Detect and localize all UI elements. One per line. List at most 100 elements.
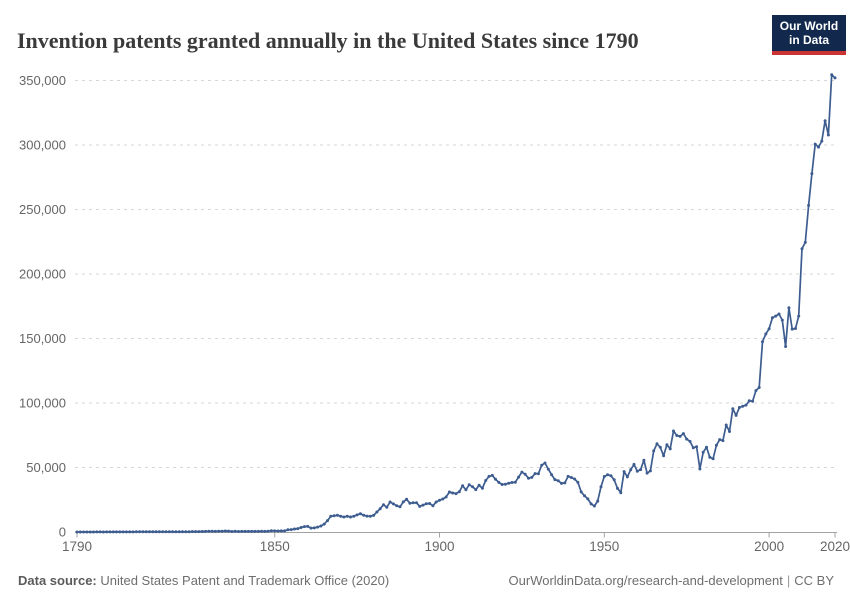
data-point xyxy=(391,502,395,506)
data-point xyxy=(296,527,300,531)
data-point xyxy=(190,530,194,534)
data-point xyxy=(415,501,418,505)
data-point xyxy=(573,477,577,481)
data-point xyxy=(645,471,649,475)
data-point xyxy=(652,449,656,453)
data-point xyxy=(306,524,310,528)
data-point xyxy=(457,490,461,494)
data-point xyxy=(800,247,804,251)
data-point xyxy=(194,530,198,534)
data-point xyxy=(698,467,702,471)
data-point xyxy=(438,498,441,502)
data-point xyxy=(648,469,652,473)
data-point xyxy=(434,500,438,504)
data-point xyxy=(101,530,105,534)
data-point xyxy=(349,515,352,519)
data-point xyxy=(503,482,507,486)
data-point xyxy=(88,530,92,534)
data-point xyxy=(728,430,731,433)
data-point xyxy=(533,472,537,476)
data-point xyxy=(817,145,820,149)
data-point xyxy=(187,530,191,534)
data-point xyxy=(322,522,326,526)
data-point xyxy=(471,485,474,489)
x-axis-label: 1950 xyxy=(589,539,619,554)
data-point xyxy=(273,529,277,533)
data-point xyxy=(237,530,240,533)
data-point xyxy=(289,528,293,532)
data-point xyxy=(157,530,161,534)
data-point xyxy=(744,403,748,407)
line-chart: 0 50,000 100,000 150,000 200,000 250,000 300,0… xyxy=(19,73,850,554)
data-point xyxy=(566,474,570,478)
data-source-text: United States Patent and Trademark Offic… xyxy=(96,573,390,588)
data-point xyxy=(751,399,755,403)
data-point xyxy=(141,530,145,534)
data-point xyxy=(329,514,333,518)
data-point xyxy=(622,470,626,474)
data-point xyxy=(658,445,662,449)
owid-url-link[interactable]: OurWorldinData.org/research-and-developm… xyxy=(508,573,783,588)
y-axis-label: 50,000 xyxy=(26,460,66,475)
owid-logo-line1: Our World xyxy=(779,19,839,33)
data-point xyxy=(507,481,511,485)
data-point xyxy=(625,475,629,479)
footer-separator: | xyxy=(786,573,791,588)
data-point xyxy=(82,530,86,534)
data-point xyxy=(826,133,830,137)
data-point xyxy=(342,515,346,519)
data-point xyxy=(474,488,478,492)
data-point xyxy=(823,119,827,123)
data-point xyxy=(332,514,336,518)
data-point xyxy=(368,514,372,518)
data-point xyxy=(803,240,807,244)
data-point xyxy=(553,478,557,482)
chart-footer: Data source: United States Patent and Tr… xyxy=(0,570,850,588)
data-point xyxy=(339,514,343,518)
y-axis-label: 300,000 xyxy=(19,138,66,153)
owid-logo[interactable]: Our World in Data xyxy=(772,15,846,55)
data-point xyxy=(256,529,260,533)
x-axis-label: 2020 xyxy=(820,539,850,554)
data-point xyxy=(319,524,323,528)
data-point xyxy=(606,473,610,477)
data-point xyxy=(309,526,313,530)
data-point xyxy=(124,530,128,534)
cc-by-link[interactable]: CC BY xyxy=(794,573,834,588)
y-axis-label: 150,000 xyxy=(19,331,66,346)
data-point xyxy=(171,530,175,534)
data-point xyxy=(767,327,771,331)
y-axis-label: 0 xyxy=(59,525,66,540)
data-point xyxy=(691,446,695,450)
data-point xyxy=(668,447,672,451)
x-axis-label: 1850 xyxy=(260,539,290,554)
data-point xyxy=(398,505,402,509)
data-point xyxy=(151,530,155,534)
data-point xyxy=(335,513,339,517)
data-point xyxy=(635,469,639,473)
data-point xyxy=(223,529,227,533)
data-point xyxy=(642,458,646,462)
data-source-label: Data source: xyxy=(18,573,97,588)
data-point xyxy=(230,530,234,533)
data-point xyxy=(596,499,600,503)
data-point xyxy=(530,475,534,479)
data-point xyxy=(105,530,109,534)
data-point xyxy=(619,491,623,495)
data-point xyxy=(128,530,132,534)
data-line xyxy=(76,73,836,533)
data-point xyxy=(540,463,544,467)
data-point xyxy=(108,530,112,534)
data-point xyxy=(592,504,596,508)
data-point xyxy=(217,529,221,533)
data-point xyxy=(757,386,761,389)
data-point xyxy=(813,142,817,146)
data-point xyxy=(283,529,287,533)
data-point xyxy=(639,468,643,472)
data-point xyxy=(695,445,699,449)
data-point xyxy=(385,505,389,509)
data-point xyxy=(204,529,207,533)
data-point xyxy=(447,490,451,494)
data-point xyxy=(111,530,115,534)
data-point xyxy=(164,530,168,534)
